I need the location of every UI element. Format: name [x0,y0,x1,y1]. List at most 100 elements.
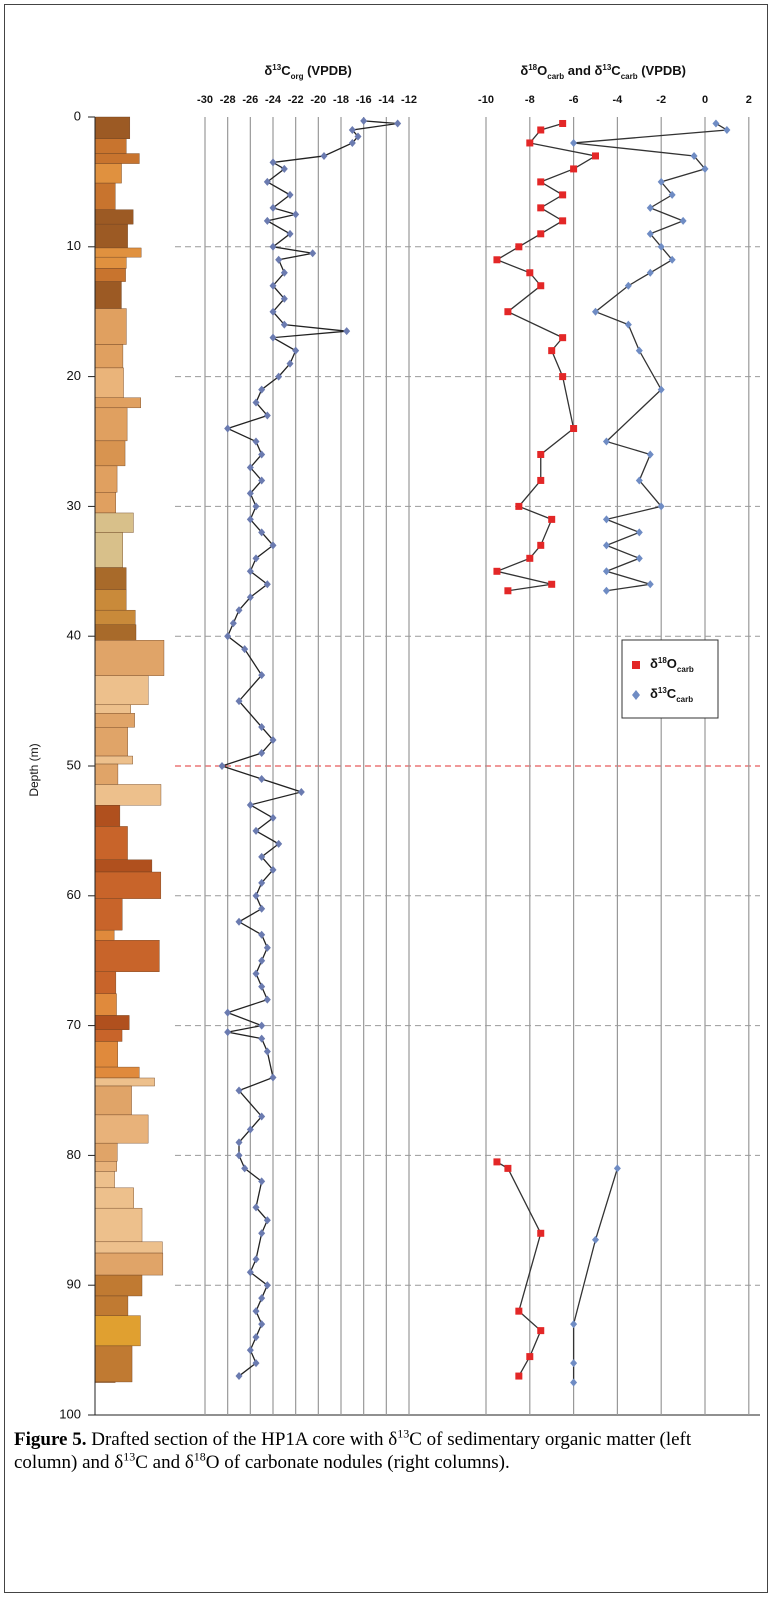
caption-part: C of sedimentary organic matter (left co… [14,1429,692,1473]
y-tick-label: 80 [67,1147,81,1162]
data-point [286,229,294,238]
figure-frame [4,4,768,1593]
lithology-bed [94,153,140,164]
data-point [252,1203,260,1212]
y-tick-label: 40 [67,628,81,643]
caption-part: C and δ [135,1452,194,1473]
lithology-bed [94,1207,143,1243]
data-point [258,1112,266,1121]
lithology-bed [94,567,127,590]
data-point [559,334,567,342]
title-part: (VPDB) [303,63,351,78]
data-line [494,122,598,592]
title-part: and δ [564,63,602,78]
data-point [275,839,283,848]
title-part: 13 [658,686,667,695]
x-tick-label: -22 [288,94,304,106]
data-point [263,943,271,952]
lithology-bed [94,1041,118,1068]
data-point [246,463,254,472]
data-point [592,1235,599,1244]
data-point [246,489,254,498]
title-part: δ [264,63,272,78]
data-point [602,515,610,524]
data-point [258,930,266,939]
lithology-bed [94,1187,134,1209]
y-tick-label: 0 [74,108,81,123]
lithology-bed [94,755,133,765]
data-point [263,177,271,186]
data-point [286,190,294,199]
lithology-bed [94,871,162,899]
data-point [668,190,676,199]
data-point [559,191,567,199]
lithology-bed [94,407,128,442]
lithology-bed [94,512,134,533]
data-point [602,567,610,576]
x-tick-label: 0 [702,94,708,106]
lithology-bed [94,492,116,514]
data-point [263,411,271,420]
data-point [559,373,567,381]
data-point [635,476,643,485]
y-tick-label: 100 [59,1406,81,1420]
x-tick-label: -20 [310,94,326,106]
data-point [269,865,277,874]
lithology-bed [94,1015,130,1030]
lithology-bed [94,1029,123,1042]
lithology-bed [94,971,117,994]
data-point [246,593,254,602]
data-point [224,1028,232,1037]
data-point [646,580,654,589]
data-line [219,120,398,1377]
lithology-bed [94,704,132,714]
data-point [504,308,512,316]
data-point [712,119,720,128]
lithology-bed [94,1077,155,1087]
lithology-bed [94,308,127,345]
data-point [348,125,356,134]
lithology-bed [94,1114,149,1144]
x-tick-label: -28 [220,94,236,106]
data-point [570,1378,578,1387]
lithology-bed [94,344,124,369]
data-point [258,852,266,861]
data-point [235,1151,243,1160]
data-point [258,671,266,680]
data-point [559,217,567,225]
legend-box [621,639,719,719]
data-point [635,346,643,355]
data-point [252,502,260,511]
data-point [258,450,266,459]
title-part: C [611,63,621,78]
caption-part: 13 [123,1449,136,1464]
data-point [343,327,351,336]
data-point [263,216,271,225]
data-point [602,541,610,550]
data-point [241,1164,249,1173]
lithology-bed [94,1161,117,1172]
lithology-bed [94,624,137,641]
title-part: (VPDB) [638,63,686,78]
data-point [354,132,362,141]
data-point [646,229,654,238]
data-point [537,476,545,484]
data-point [258,904,266,913]
data-point [570,165,578,173]
data-point [646,268,654,277]
data-point [258,1021,266,1030]
data-point [269,333,277,342]
data-point [235,1138,243,1147]
data-point [269,813,277,822]
data-point [592,307,599,316]
x-tick-label: -18 [333,94,349,106]
lithology-bed [94,640,165,676]
data-point [537,541,545,549]
lithology-bed [94,1241,163,1254]
data-point [258,476,266,485]
lithology-bed [94,1274,143,1297]
data-point [263,995,271,1004]
lithology-bed [94,397,141,409]
lithology-bed [94,281,122,309]
